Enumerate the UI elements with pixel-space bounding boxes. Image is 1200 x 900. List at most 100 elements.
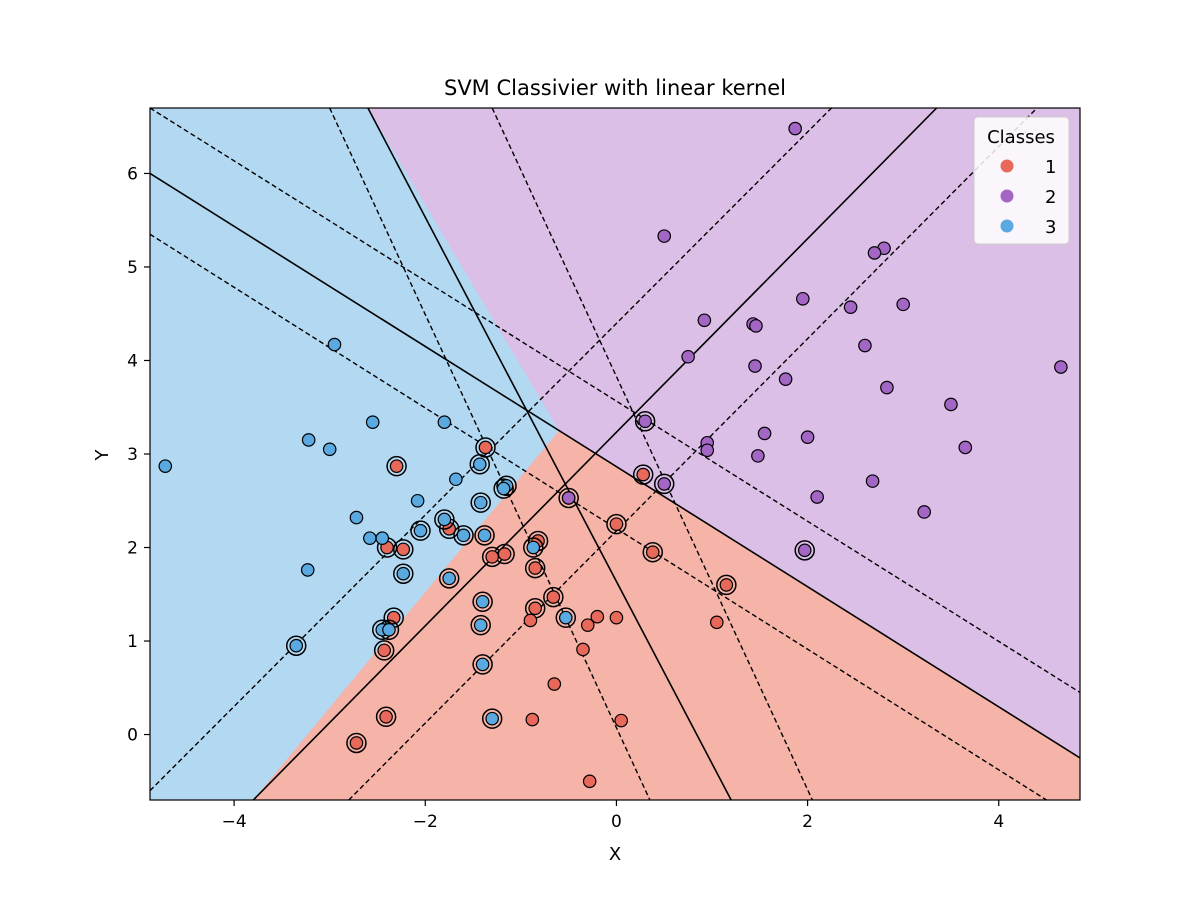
data-point-class-1 [349, 736, 364, 750]
data-point-class-2 [748, 359, 762, 373]
legend-marker-1 [1000, 159, 1014, 173]
margin-line [491, 108, 814, 800]
x-tick-label: −2 [413, 812, 438, 832]
data-point-class-3 [300, 563, 315, 577]
support-vector-ring [470, 614, 491, 636]
data-point-class-3 [327, 337, 342, 352]
decision-boundaries [150, 108, 1080, 800]
data-point-class-3 [496, 481, 511, 496]
data-point-class-2 [751, 449, 765, 463]
data-point-class-1 [582, 774, 597, 789]
data-point-class-2 [797, 543, 812, 558]
data-point-class-3 [526, 540, 541, 555]
data-point-class-3 [363, 531, 377, 545]
support-vector-ring [453, 525, 474, 546]
data-point-class-2 [796, 291, 810, 306]
support-vector-ring [410, 520, 431, 541]
support-vector-ring [632, 464, 654, 485]
data-point-class-2 [865, 474, 880, 488]
data-point-class-1 [576, 642, 590, 657]
data-point-class-3 [158, 459, 173, 473]
support-vector-ring [472, 591, 493, 613]
data-point-class-3 [473, 618, 488, 632]
data-point-class-1 [523, 613, 538, 628]
data-point-class-3 [472, 457, 487, 472]
data-point-class-2 [778, 372, 793, 386]
data-point-class-1 [485, 550, 499, 564]
legend-title: Classes [987, 127, 1055, 148]
support-vector-ring [375, 706, 397, 728]
margin-line [329, 108, 651, 800]
support-vector-ring [474, 525, 495, 546]
data-point-class-2 [749, 319, 763, 333]
x-tick-label: −4 [222, 812, 247, 832]
data-point-class-2 [944, 397, 958, 412]
support-vector-ring [496, 475, 517, 497]
data-point-class-1 [547, 677, 562, 691]
support-vector-ring [472, 654, 493, 675]
data-point-class-2 [896, 297, 910, 312]
data-point-class-3 [301, 433, 316, 447]
y-tick-label: 2 [127, 539, 138, 559]
data-point-class-1 [525, 712, 540, 727]
data-point-class-3 [475, 594, 490, 609]
margin-line [150, 108, 1080, 694]
data-point-class-1 [645, 545, 660, 559]
support-vector-ring [481, 708, 503, 729]
support-vector-ring [285, 635, 307, 656]
y-tick-label: 0 [127, 726, 138, 746]
data-point-class-3 [413, 523, 428, 538]
data-point-class-3 [473, 495, 488, 510]
data-point-class-2 [788, 121, 802, 136]
support-vector-ring [606, 513, 627, 535]
data-point-class-2 [700, 443, 715, 458]
data-point-class-1 [636, 467, 650, 482]
data-point-class-1 [580, 618, 595, 632]
chart-title: SVM Classivier with linear kernel [444, 76, 786, 100]
legend-box [973, 116, 1070, 245]
data-point-class-3 [349, 510, 364, 525]
x-tick-label: 4 [993, 812, 1004, 832]
data-point-class-3 [437, 415, 452, 430]
data-point-class-1 [497, 547, 512, 561]
support-vector-ring [438, 568, 460, 589]
decision-boundary-line [367, 108, 732, 800]
data-point-class-1 [546, 590, 561, 604]
y-tick-label: 4 [127, 351, 138, 371]
data-point-class-1 [614, 713, 629, 728]
data-point-class-1 [377, 643, 391, 658]
support-vector-ring [642, 541, 664, 563]
y-axis-label: Y [92, 449, 113, 462]
data-point-class-3 [475, 657, 490, 672]
data-point-class-2 [1054, 360, 1068, 374]
data-point-class-3 [375, 531, 390, 545]
data-point-class-2 [638, 414, 652, 429]
data-point-class-1 [396, 542, 411, 557]
data-point-class-3 [558, 610, 573, 625]
data-point-class-2 [843, 300, 858, 314]
support-vector-ring [373, 640, 395, 661]
x-axis-label: X [609, 844, 621, 865]
data-point-class-3 [442, 571, 456, 586]
legend-label-2: 2 [1045, 187, 1056, 208]
data-point-class-2 [697, 313, 712, 328]
data-point-class-2 [681, 349, 695, 364]
data-point-class-3 [410, 493, 425, 508]
data-point-class-3 [382, 623, 396, 637]
legend-label-1: 1 [1045, 157, 1056, 178]
y-tick-label: 1 [127, 632, 138, 652]
y-tick-label: 6 [127, 164, 138, 184]
data-point-class-3 [396, 566, 411, 581]
legend-marker-3 [1000, 219, 1014, 233]
support-vector-ring [386, 455, 407, 477]
support-vector-ring [393, 539, 414, 560]
data-point-class-1 [609, 517, 624, 531]
x-tick-label: 2 [802, 812, 813, 832]
data-point-class-3 [477, 528, 492, 543]
support-vector-ring [543, 586, 564, 608]
y-axis-ticks: 0 1 2 3 4 5 6 [127, 164, 150, 746]
support-vector-ring [716, 574, 737, 596]
support-vector-ring [523, 537, 544, 558]
decision-boundary-line [150, 172, 1080, 759]
